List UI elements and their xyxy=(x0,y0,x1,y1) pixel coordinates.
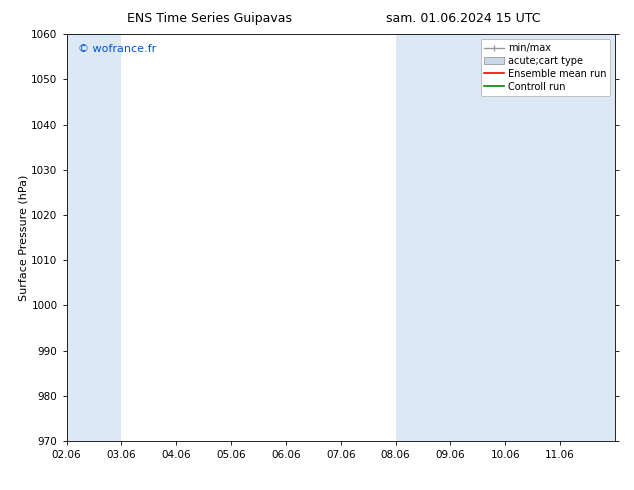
Legend: min/max, acute;cart type, Ensemble mean run, Controll run: min/max, acute;cart type, Ensemble mean … xyxy=(481,39,610,96)
Bar xyxy=(67,34,122,441)
Text: © wofrance.fr: © wofrance.fr xyxy=(77,45,156,54)
Bar xyxy=(505,34,560,441)
Text: sam. 01.06.2024 15 UTC: sam. 01.06.2024 15 UTC xyxy=(385,12,540,25)
Y-axis label: Surface Pressure (hPa): Surface Pressure (hPa) xyxy=(18,174,29,301)
Bar xyxy=(396,34,505,441)
Bar xyxy=(560,34,615,441)
Text: ENS Time Series Guipavas: ENS Time Series Guipavas xyxy=(127,12,292,25)
